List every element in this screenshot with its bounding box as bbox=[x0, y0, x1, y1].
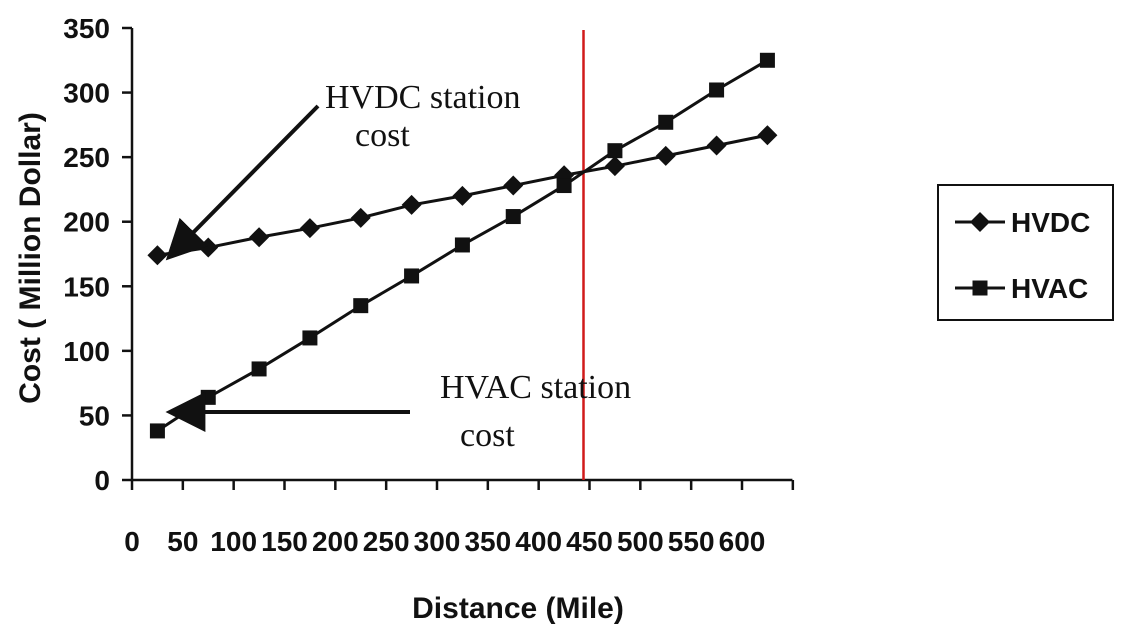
series-hvac bbox=[149, 52, 775, 439]
hvdc-annotation-arrow bbox=[165, 104, 320, 261]
data-point-hvdc bbox=[401, 194, 422, 215]
data-point-hvac bbox=[709, 82, 725, 98]
data-point-hvdc bbox=[350, 207, 371, 228]
annotations-group: HVDC station cost HVAC station cost bbox=[165, 79, 631, 454]
x-tick-label: 350 bbox=[464, 526, 511, 557]
axes bbox=[122, 26, 795, 490]
data-point-hvdc bbox=[706, 135, 727, 156]
data-point-hvac bbox=[302, 330, 318, 346]
data-point-hvdc bbox=[147, 245, 168, 266]
x-tick-label: 400 bbox=[515, 526, 562, 557]
x-tick-labels: 0 50 100 150 200 250 300 350 400 450 500 550 600 bbox=[124, 526, 765, 557]
data-point-hvac bbox=[759, 52, 775, 68]
x-tick-label: 50 bbox=[167, 526, 198, 557]
x-tick-label: 300 bbox=[414, 526, 461, 557]
y-tick-label: 200 bbox=[63, 207, 110, 238]
data-point-hvdc bbox=[198, 237, 219, 258]
data-point-hvac bbox=[251, 361, 267, 377]
data-point-hvdc bbox=[299, 218, 320, 239]
legend-marker-hvac bbox=[972, 280, 988, 296]
data-point-hvdc bbox=[503, 175, 524, 196]
legend-entry-hvac: HVAC bbox=[955, 273, 1088, 304]
hvdc-annotation-text: HVDC station cost bbox=[325, 79, 521, 154]
y-tick-labels: 0 50 100 150 200 250 300 350 bbox=[63, 13, 110, 496]
hvac-annotation-text: HVAC station cost bbox=[440, 369, 631, 454]
data-point-hvac bbox=[607, 143, 623, 159]
x-tick-label: 450 bbox=[566, 526, 613, 557]
legend-marker-hvdc bbox=[970, 212, 990, 232]
x-tick-label: 600 bbox=[719, 526, 766, 557]
x-tick-label: 0 bbox=[124, 526, 140, 557]
x-tick-label: 500 bbox=[617, 526, 664, 557]
data-point-hvdc bbox=[655, 145, 676, 166]
data-point-hvdc bbox=[604, 156, 625, 177]
x-tick-label: 150 bbox=[261, 526, 308, 557]
legend: HVDC HVAC bbox=[937, 184, 1114, 321]
y-tick-label: 0 bbox=[94, 465, 110, 496]
series-hvdc bbox=[147, 125, 778, 266]
data-point-hvdc bbox=[452, 185, 473, 206]
legend-box bbox=[937, 184, 1114, 321]
x-tick-label: 100 bbox=[210, 526, 257, 557]
series-group bbox=[147, 52, 778, 439]
data-point-hvac bbox=[556, 178, 572, 194]
y-tick-label: 100 bbox=[63, 336, 110, 367]
x-axis-title: Distance (Mile) bbox=[412, 592, 624, 625]
y-tick-label: 150 bbox=[63, 271, 110, 302]
x-tick-label: 200 bbox=[312, 526, 359, 557]
y-tick-label: 250 bbox=[63, 142, 110, 173]
legend-label-hvac: HVAC bbox=[1011, 273, 1088, 304]
y-tick-label: 50 bbox=[79, 400, 110, 431]
data-point-hvac bbox=[200, 389, 216, 405]
data-point-hvdc bbox=[249, 227, 270, 248]
data-point-hvac bbox=[353, 298, 369, 314]
y-tick-label: 350 bbox=[63, 13, 110, 44]
data-point-hvac bbox=[454, 237, 470, 253]
legend-label-hvdc: HVDC bbox=[1011, 207, 1090, 238]
y-tick-label: 300 bbox=[63, 78, 110, 109]
data-point-hvac bbox=[505, 209, 521, 225]
data-point-hvac bbox=[149, 423, 165, 439]
data-point-hvac bbox=[404, 268, 420, 284]
legend-entry-hvdc: HVDC bbox=[955, 207, 1090, 238]
x-tick-label: 550 bbox=[668, 526, 715, 557]
data-point-hvac bbox=[658, 114, 674, 130]
data-point-hvdc bbox=[757, 125, 778, 146]
y-axis-title: Cost ( Million Dollar) bbox=[14, 112, 47, 404]
x-tick-label: 250 bbox=[363, 526, 410, 557]
